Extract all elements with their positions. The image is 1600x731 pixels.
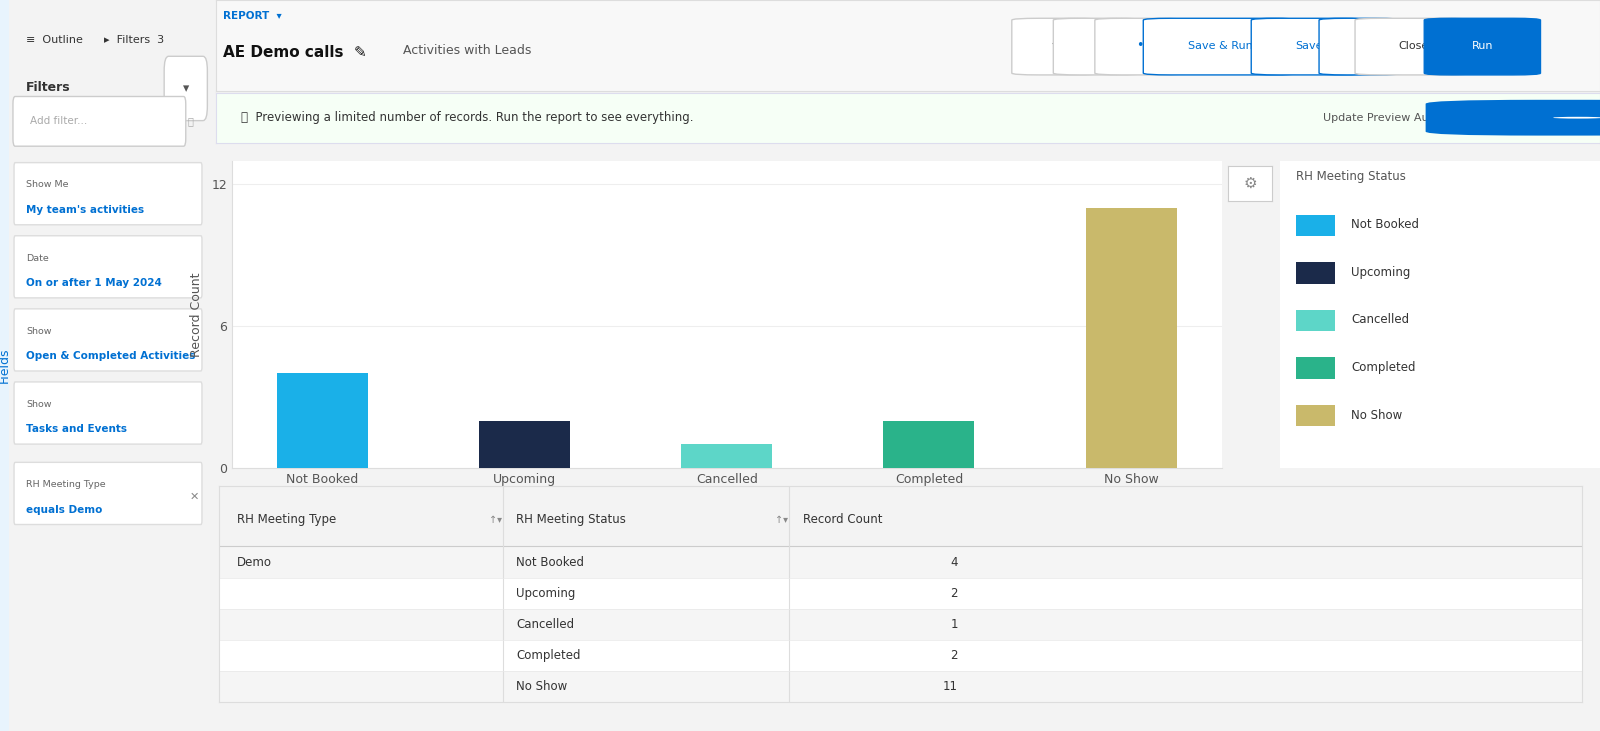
Text: Fields: Fields [0,348,11,383]
Text: My team's activities: My team's activities [26,205,144,215]
Text: Cancelled: Cancelled [1352,314,1410,326]
Text: Open & Completed Activities: Open & Completed Activities [26,351,195,361]
Text: Cancelled: Cancelled [517,618,574,631]
FancyBboxPatch shape [1094,18,1184,75]
Circle shape [1554,117,1600,118]
Text: Not Booked: Not Booked [517,556,584,569]
Text: Demo: Demo [709,535,746,548]
Text: equals Demo: equals Demo [26,504,102,515]
Text: No Show: No Show [1352,409,1403,422]
Bar [883,420,974,468]
Text: 1: 1 [950,618,958,631]
Bar [219,609,1582,640]
Text: Show: Show [26,400,51,409]
Bar [219,640,1582,671]
Text: On or after 1 May 2024: On or after 1 May 2024 [26,278,162,288]
Text: Record Count: Record Count [803,513,882,526]
Bar [277,374,368,468]
Text: RH Meeting Type > RH Meeting Status: RH Meeting Type > RH Meeting Status [606,572,846,586]
Bar [1296,262,1334,284]
FancyBboxPatch shape [1144,18,1298,75]
Bar [1296,405,1334,426]
Bar [478,420,570,468]
Text: Upcoming: Upcoming [1352,266,1411,279]
Bar [1296,357,1334,379]
Text: Completed: Completed [1352,361,1416,374]
Bar [0,0,8,731]
Text: ✅  Previewing a limited number of records. Run the report to see everything.: ✅ Previewing a limited number of records… [242,111,693,124]
Bar [219,486,1582,547]
Text: ↑▾: ↑▾ [776,515,789,525]
FancyBboxPatch shape [1318,18,1402,75]
FancyBboxPatch shape [14,308,202,371]
Text: ≡  Outline: ≡ Outline [26,35,83,45]
Bar [1296,310,1334,331]
Bar [219,547,1582,577]
Text: Activities with Leads: Activities with Leads [403,44,531,57]
FancyBboxPatch shape [165,56,208,121]
Text: 11: 11 [942,680,958,693]
FancyBboxPatch shape [1053,18,1144,75]
Text: Save: Save [1296,41,1323,50]
Text: ▾: ▾ [1358,41,1363,50]
FancyBboxPatch shape [13,96,186,146]
Text: 🔍: 🔍 [187,116,194,126]
Text: ▸  Filters  3: ▸ Filters 3 [104,35,163,45]
FancyBboxPatch shape [1424,18,1541,75]
Text: Update Preview Automatically: Update Preview Automatically [1323,113,1491,123]
Text: RH Meeting Status: RH Meeting Status [1296,170,1406,183]
Text: RH Meeting Type: RH Meeting Type [26,480,106,489]
FancyBboxPatch shape [14,163,202,225]
Text: ↻: ↻ [1093,39,1104,52]
Text: ↑▾: ↑▾ [490,515,502,525]
Text: 2: 2 [950,648,958,662]
Text: 4: 4 [950,556,958,569]
Bar [1086,208,1176,468]
Text: Upcoming: Upcoming [517,586,576,599]
Text: Save & Run: Save & Run [1189,41,1253,50]
Text: Date: Date [26,254,48,262]
Text: No Show: No Show [517,680,568,693]
Text: AE Demo calls  ✎: AE Demo calls ✎ [222,45,366,61]
Bar [219,577,1582,609]
FancyBboxPatch shape [14,462,202,525]
Bar [1296,215,1334,236]
Text: Show: Show [26,327,51,336]
FancyBboxPatch shape [1355,18,1472,75]
Bar [219,671,1582,702]
Text: Close: Close [1398,41,1429,50]
Text: Demo: Demo [237,556,272,569]
Text: ▾: ▾ [182,82,189,95]
FancyBboxPatch shape [1011,18,1102,75]
Text: RH Meeting Status: RH Meeting Status [517,513,626,526]
FancyBboxPatch shape [1426,100,1600,135]
Y-axis label: Record Count: Record Count [190,272,203,357]
Text: Add filter...: Add filter... [30,116,88,126]
Text: •: • [1136,39,1144,52]
Text: RH Meeting Type: RH Meeting Type [237,513,336,526]
FancyBboxPatch shape [1251,18,1368,75]
Text: Show Me: Show Me [26,181,69,189]
Text: REPORT  ▾: REPORT ▾ [222,11,282,21]
Text: Not Booked: Not Booked [1352,218,1419,231]
Text: 2: 2 [950,586,958,599]
Text: Completed: Completed [517,648,581,662]
Text: ✕: ✕ [190,492,198,502]
FancyBboxPatch shape [14,382,202,444]
FancyBboxPatch shape [14,235,202,298]
Text: Run: Run [1472,41,1493,50]
Bar [682,444,773,468]
Text: ⚙: ⚙ [1243,176,1258,191]
Text: Filters: Filters [26,81,70,94]
Text: Tasks and Events: Tasks and Events [26,424,126,434]
Text: ↶: ↶ [1051,39,1062,52]
